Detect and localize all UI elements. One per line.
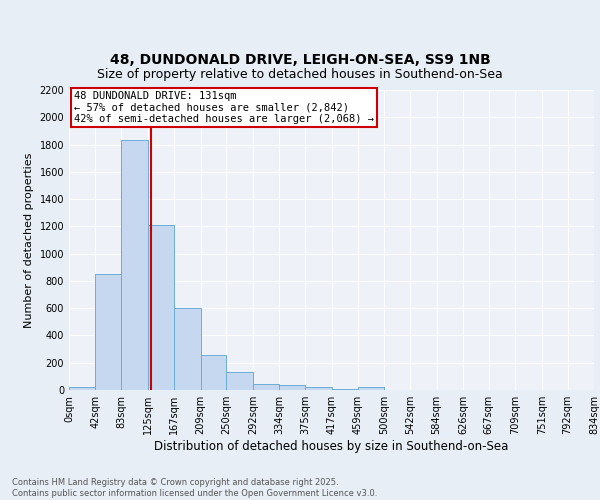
Text: 48 DUNDONALD DRIVE: 131sqm
← 57% of detached houses are smaller (2,842)
42% of s: 48 DUNDONALD DRIVE: 131sqm ← 57% of deta… [74,90,374,124]
Text: Contains HM Land Registry data © Crown copyright and database right 2025.
Contai: Contains HM Land Registry data © Crown c… [12,478,377,498]
X-axis label: Distribution of detached houses by size in Southend-on-Sea: Distribution of detached houses by size … [154,440,509,453]
Text: 48, DUNDONALD DRIVE, LEIGH-ON-SEA, SS9 1NB: 48, DUNDONALD DRIVE, LEIGH-ON-SEA, SS9 1… [110,54,490,68]
Bar [331,388,358,390]
Bar [148,225,174,390]
Y-axis label: Number of detached properties: Number of detached properties [24,152,34,328]
Bar [200,355,226,390]
Bar [358,386,384,390]
Bar [121,140,148,390]
Text: Size of property relative to detached houses in Southend-on-Sea: Size of property relative to detached ho… [97,68,503,81]
Bar [69,386,95,390]
Bar [305,386,331,390]
Bar [253,384,279,390]
Bar [279,385,305,390]
Bar [226,372,253,390]
Bar [95,274,121,390]
Bar [174,308,200,390]
